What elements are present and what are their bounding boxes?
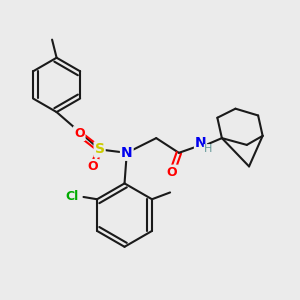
Text: O: O <box>88 160 98 173</box>
Text: O: O <box>167 166 177 178</box>
Text: N: N <box>195 136 206 150</box>
Text: S: S <box>94 142 105 156</box>
Text: N: N <box>121 146 133 160</box>
Text: O: O <box>74 127 85 140</box>
Text: Cl: Cl <box>65 190 79 203</box>
Text: H: H <box>204 144 212 154</box>
